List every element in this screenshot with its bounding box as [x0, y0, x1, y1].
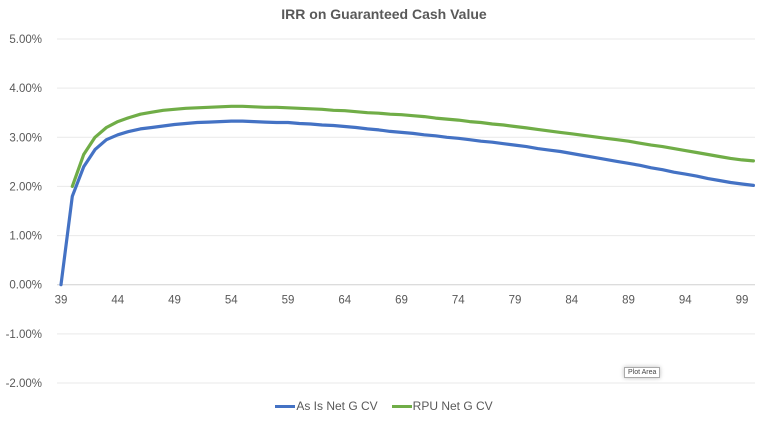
- legend-swatch: [275, 404, 296, 408]
- legend-item-rpu: RPU Net G CV: [391, 399, 493, 413]
- x-tick-label: 54: [225, 295, 238, 307]
- chart-title: IRR on Guaranteed Cash Value: [281, 6, 487, 22]
- x-tick-label: 69: [395, 295, 408, 307]
- x-tick-label: 39: [55, 295, 68, 307]
- legend-item-as-is: As Is Net G CV: [275, 399, 378, 413]
- y-tick-label: 0.00%: [9, 280, 42, 292]
- x-tick-label: 89: [622, 295, 635, 307]
- x-tick-label: 74: [452, 295, 465, 307]
- x-tick-label: 94: [679, 295, 692, 307]
- y-tick-label: 2.00%: [9, 181, 42, 193]
- x-tick-label: 99: [736, 295, 749, 307]
- y-tick-label: -1.00%: [6, 329, 42, 341]
- y-tick-label: -2.00%: [6, 378, 42, 390]
- x-tick-label: 44: [111, 295, 124, 307]
- y-tick-label: 4.00%: [9, 83, 42, 95]
- x-tick-label: 64: [338, 295, 351, 307]
- x-tick-label: 59: [282, 295, 295, 307]
- series-line-as-is: [59, 119, 755, 287]
- legend-label: As Is Net G CV: [296, 399, 378, 413]
- legend: As Is Net G CV RPU Net G CV: [0, 399, 768, 413]
- legend-label: RPU Net G CV: [412, 399, 493, 413]
- legend-swatch: [391, 404, 412, 408]
- x-tick-label: 84: [565, 295, 578, 307]
- y-tick-label: 1.00%: [9, 231, 42, 243]
- x-tick-label: 49: [168, 295, 181, 307]
- y-tick-label: 5.00%: [9, 34, 42, 46]
- tooltip: Plot Area: [624, 367, 661, 378]
- series-line-rpu: [70, 104, 755, 188]
- x-tick-label: 79: [509, 295, 522, 307]
- y-tick-label: 3.00%: [9, 132, 42, 144]
